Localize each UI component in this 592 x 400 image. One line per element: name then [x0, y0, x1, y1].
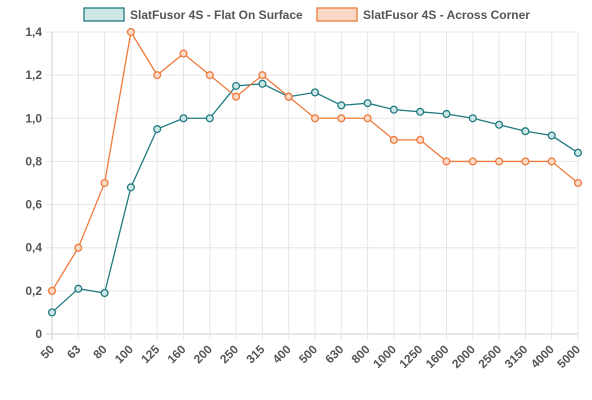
- x-tick-label: 1250: [397, 342, 426, 371]
- data-point: [468, 114, 477, 123]
- data-point: [468, 157, 477, 166]
- x-tick-label: 2000: [449, 342, 478, 371]
- data-point: [573, 178, 583, 188]
- data-point: [442, 157, 451, 166]
- data-point: [495, 120, 504, 129]
- data-point: [389, 105, 398, 114]
- x-tick-label: 50: [38, 342, 58, 362]
- x-tick-label: 250: [217, 342, 241, 366]
- data-point: [74, 243, 83, 252]
- x-tick-label: 160: [165, 342, 189, 366]
- data-point: [416, 107, 425, 116]
- data-point: [337, 101, 346, 110]
- x-tick-label: 1600: [423, 342, 452, 371]
- data-point: [521, 157, 530, 166]
- legend: SlatFusor 4S - Flat On Surface SlatFusor …: [83, 7, 530, 22]
- data-point: [573, 148, 583, 157]
- data-point: [126, 183, 135, 192]
- series-1: [47, 79, 583, 317]
- data-point: [389, 135, 398, 144]
- y-tick-label: 0,4: [25, 241, 42, 255]
- x-tick-label: 500: [296, 342, 320, 366]
- legend-swatch: [316, 7, 358, 22]
- x-tick-label: 100: [112, 342, 136, 366]
- data-point: [47, 308, 57, 317]
- data-point: [205, 114, 214, 123]
- series-group: [47, 27, 583, 317]
- data-point: [153, 71, 162, 80]
- data-point: [179, 114, 188, 123]
- x-tick-label: 2500: [475, 342, 504, 371]
- legend-item-1: SlatFusor 4S - Flat On Surface: [83, 7, 303, 22]
- x-tick-label: 315: [243, 342, 267, 366]
- data-point: [126, 27, 135, 37]
- data-point: [416, 135, 425, 144]
- y-tick-label: 0,2: [25, 284, 42, 298]
- x-tick-label: 63: [64, 342, 84, 362]
- x-tick-label: 200: [191, 342, 215, 366]
- data-point: [258, 71, 267, 80]
- data-point: [100, 178, 109, 188]
- x-tick-label: 1000: [370, 342, 399, 371]
- x-tick-label: 5000: [554, 342, 583, 371]
- data-point: [232, 92, 241, 101]
- legend-item-2: SlatFusor 4S - Across Corner: [316, 7, 530, 22]
- x-tick-label: 4000: [528, 342, 557, 371]
- data-point: [179, 49, 188, 58]
- x-tick-label: 400: [270, 342, 294, 366]
- x-tick-label: 80: [90, 342, 110, 362]
- data-point: [442, 109, 451, 119]
- data-point: [310, 88, 320, 97]
- data-point: [284, 92, 293, 101]
- x-tick-label: 800: [349, 342, 373, 366]
- data-point: [363, 99, 372, 108]
- data-point: [205, 71, 214, 80]
- data-point: [521, 127, 530, 136]
- x-tick-label: 125: [138, 342, 162, 366]
- data-point: [310, 114, 320, 123]
- y-tick-label: 0: [35, 327, 42, 341]
- data-point: [232, 81, 241, 90]
- series-2: [47, 27, 583, 295]
- data-point: [100, 288, 109, 298]
- y-axis-ticks: 0 0,2 0,4 0,6 0,8 1,0 1,2 1,4: [25, 25, 42, 341]
- data-point: [258, 79, 267, 88]
- x-tick-label: 630: [322, 342, 346, 366]
- y-tick-label: 0,6: [25, 198, 42, 212]
- legend-label: SlatFusor 4S - Across Corner: [363, 8, 530, 22]
- y-tick-label: 0,8: [25, 154, 42, 168]
- data-point: [547, 131, 556, 140]
- legend-swatch: [83, 7, 125, 22]
- x-tick-label: 3150: [502, 342, 531, 371]
- data-point: [337, 114, 346, 123]
- data-point: [153, 125, 162, 134]
- grid: [46, 31, 579, 340]
- y-tick-label: 1,4: [25, 25, 42, 39]
- data-point: [495, 157, 504, 166]
- x-axis-ticks: 50 63 80 100 125 160 200 250 315 400 500 630 8001000…: [38, 342, 584, 371]
- data-point: [363, 114, 372, 123]
- legend-label: SlatFusor 4S - Flat On Surface: [130, 8, 303, 22]
- data-point: [547, 157, 556, 166]
- data-point: [47, 286, 57, 295]
- data-point: [74, 284, 83, 293]
- y-tick-label: 1,0: [25, 111, 42, 125]
- y-tick-label: 1,2: [25, 68, 42, 82]
